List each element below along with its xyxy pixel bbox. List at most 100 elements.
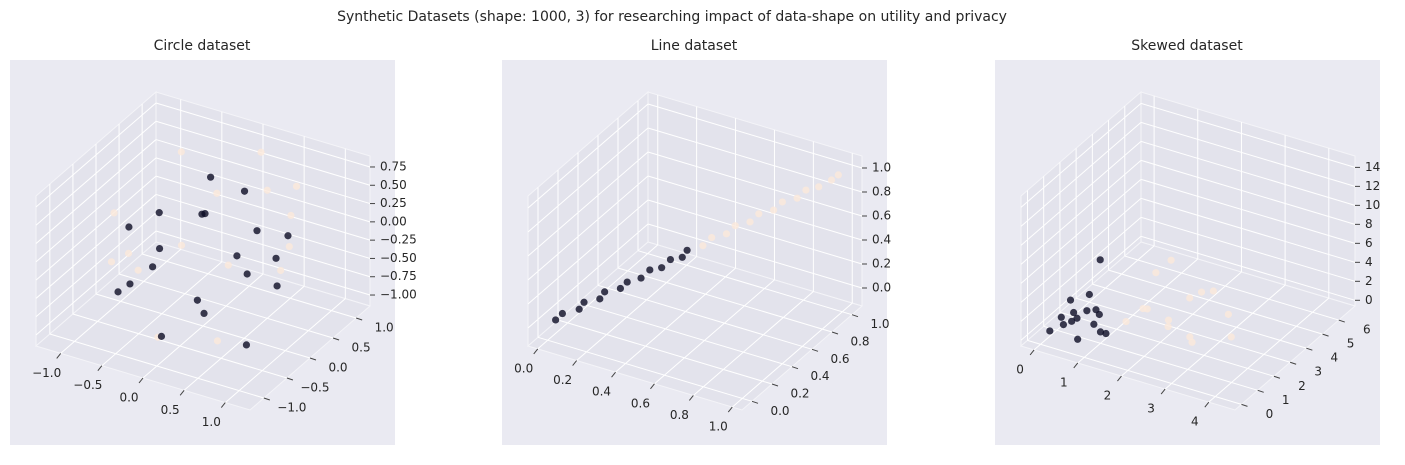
point [1188,338,1196,346]
tick-mark [1322,333,1329,337]
z-tick-label: 6 [1365,236,1373,250]
point [769,206,778,214]
tick-mark [572,360,578,366]
grid-line [617,267,833,333]
z-tick-label: 2 [1365,274,1373,288]
grid-line [647,151,863,217]
z-tick-label: 4 [1365,255,1373,269]
point [623,278,631,286]
point [253,227,261,235]
point [292,182,301,190]
tick-mark [355,317,363,321]
y-tick-label: 0.8 [850,335,869,349]
z-tick-label: 0.2 [872,257,891,271]
tick-mark [1117,375,1122,382]
point [552,316,560,324]
tick-mark [791,366,799,370]
point [263,186,271,194]
point [124,249,133,257]
grid-line [1027,339,1242,405]
point [1186,333,1194,341]
tick-mark [811,348,819,352]
point [1102,329,1110,338]
point [272,254,280,262]
grid-line [35,139,157,244]
tick-mark [1204,401,1210,408]
point [110,209,118,217]
z-tick-label: 0.4 [872,233,891,247]
tick-mark [533,348,539,355]
z-tick-label: 0.00 [380,214,407,228]
grid-line [1140,235,1356,301]
grid-line [155,139,371,205]
point [1073,314,1081,322]
tick-mark [286,377,294,381]
point [287,211,295,220]
z-tick-label: 0.75 [380,159,407,173]
grid-line [1140,197,1356,263]
grid-line [1020,140,1142,246]
z-tick-label: −1.00 [380,288,417,302]
grid-line [527,127,649,233]
point [1085,290,1093,299]
point [284,232,292,240]
x-tick-label: −0.5 [73,378,102,392]
grid-line [1077,258,1199,364]
grid-line [557,319,773,385]
point [746,218,754,226]
grid-line [1140,140,1356,206]
grid-line [654,279,775,385]
x-tick-label: 0.0 [514,361,533,375]
grid-line [155,102,371,168]
grid-line [527,151,649,257]
subplot-title: Skewed dataset [1131,38,1243,54]
grid-line [1020,178,1142,284]
grid-line [647,103,863,169]
grid-line [527,175,649,281]
grid-line [1092,283,1307,349]
point [1057,313,1065,321]
grid-line [1020,235,1142,341]
z-tick-label: 0.25 [380,196,407,210]
pane [526,241,864,411]
grid-line [35,175,157,281]
point [1096,256,1104,264]
grid-line [1020,159,1142,265]
point [233,252,241,260]
point [134,266,142,274]
tick-mark [263,397,271,401]
y-tick-label: −1.0 [277,401,306,415]
point [177,241,186,249]
tick-mark [727,406,733,413]
point [114,288,122,296]
point [1122,317,1130,326]
point [155,244,164,253]
point [834,171,842,179]
point [755,210,763,218]
z-tick-label: 0 [1365,293,1373,307]
grid-line [35,120,157,226]
grid-line [155,175,371,241]
point [200,309,208,317]
grid-line [615,267,736,373]
grid-line [647,223,863,289]
x-tick-label: 4 [1191,415,1199,429]
point [213,337,222,345]
point [193,296,201,304]
point [1197,288,1206,296]
z-tick-label: −0.50 [380,251,417,265]
grid-line [1124,255,1339,321]
grid-line [35,230,157,336]
point [1164,316,1173,324]
grid-line [597,284,813,350]
point [107,258,116,266]
grid-line [1140,102,1356,168]
grid-line [155,157,371,223]
y-tick-label: 5 [1347,337,1355,351]
point [277,266,285,275]
point [242,341,251,349]
point [1224,310,1232,318]
point [285,242,293,251]
grid-line [1020,197,1142,303]
z-tick-label: 14 [1365,160,1380,174]
